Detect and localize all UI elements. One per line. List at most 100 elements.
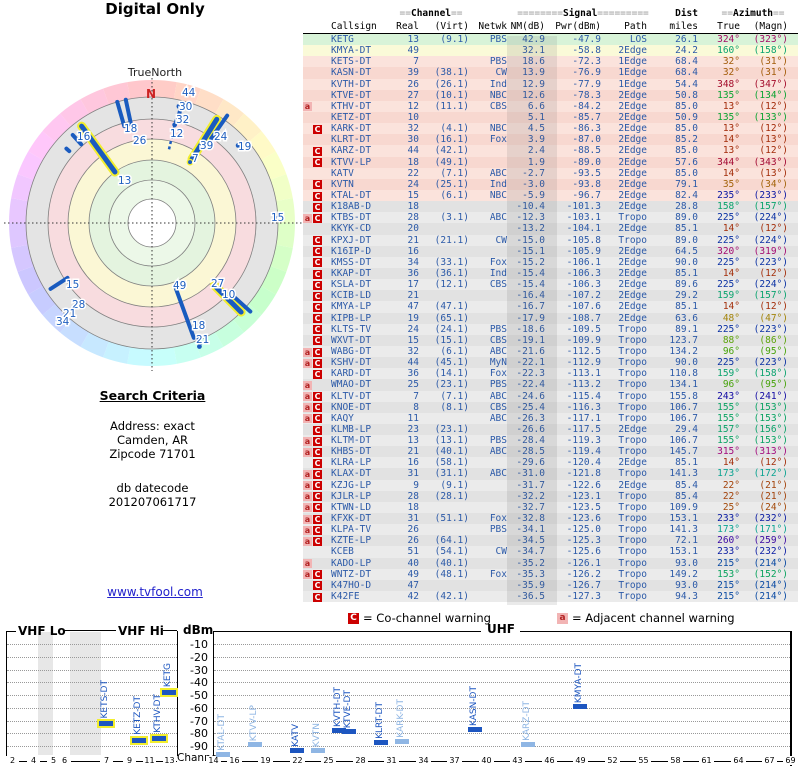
cell-path: 2Edge <box>618 279 647 291</box>
cell-virt: (6.1) <box>440 189 469 201</box>
cell-pwr: -123.1 <box>566 490 601 502</box>
cell-virt: (48.1) <box>434 568 469 580</box>
cell-pwr: -103.1 <box>566 212 601 224</box>
cell-cs: KLTM-DT <box>331 435 372 447</box>
tvfool-link[interactable]: www.tvfool.com <box>107 585 203 599</box>
cell-g: (12°) <box>759 223 788 235</box>
cell-mi: 89.6 <box>675 279 698 291</box>
signal-bar-KLRT-DT <box>374 740 388 745</box>
cell-path: 2Edge <box>618 256 647 268</box>
cell-nm: -5.9 <box>522 189 545 201</box>
cell-pwr: -93.5 <box>572 167 601 179</box>
radar-channel-label: 7 <box>192 153 199 165</box>
cell-virt: (54.1) <box>434 546 469 558</box>
cell-real: 51 <box>407 546 419 558</box>
table-row: C KARK-DT 32 (4.1) NBC 4.5 -86.3 2Edge 85.0 13° (1… <box>303 123 798 135</box>
cell-t: 155° <box>717 435 740 447</box>
cell-virt: (58.1) <box>434 457 469 469</box>
search-zipcode: Zipcode 71701 <box>109 447 196 461</box>
cell-path: Tropo <box>618 557 647 569</box>
table-row: C KLMB-LP 23 (23.1) -26.6 -117.5 2Edge 29.4 157°… <box>303 423 798 436</box>
cell-real: 18 <box>407 501 419 513</box>
cell-cs: KLPA-TV <box>331 524 372 536</box>
cell-net: MyN <box>489 357 507 369</box>
table-row: C K16IP-D 16 -15.1 -105.9 2Edge 64.5 320° (319°) <box>303 245 798 257</box>
cell-nm: -18.6 <box>516 323 545 335</box>
table-row: a C KLAX-DT 31 (31.1) ABC -31.0 -121.8 Tropo 141.… <box>303 468 798 480</box>
table-row: a C KLTV-DT 7 (7.1) ABC -24.6 -115.4 Tropo 155.8 2… <box>303 390 798 402</box>
vhf-channel-tick: 11 <box>143 756 156 765</box>
uhf-channel-tick: 64 <box>731 756 746 765</box>
cell-cs: KLTS-TV <box>331 323 372 335</box>
cell-pwr: -86.3 <box>572 123 601 135</box>
station-table: ==Channel== ========Signal========= Dist ==… <box>303 8 798 603</box>
cell-virt: (31.1) <box>434 468 469 480</box>
cell-real: 21 <box>407 446 419 458</box>
cell-real: 49 <box>407 568 419 580</box>
cell-real: 21 <box>407 290 419 302</box>
cell-virt: (42.1) <box>434 591 469 603</box>
cell-path: Tropo <box>618 379 647 391</box>
co-channel-warning-badge: C <box>313 213 322 223</box>
chart-border <box>520 631 791 632</box>
cell-t: 96° <box>722 379 740 391</box>
cell-t: 14° <box>722 134 740 146</box>
cell-net: CW <box>495 546 507 558</box>
cell-real: 27 <box>407 89 419 101</box>
cell-mi: 85.0 <box>675 123 698 135</box>
cell-mi: 110.8 <box>669 368 698 380</box>
cell-cs: K47HO-D <box>331 579 372 591</box>
gridline <box>214 644 790 645</box>
cell-pwr: -106.3 <box>566 279 601 291</box>
north-indicator: N <box>146 87 156 101</box>
radar-channel-label: 30 <box>179 101 192 113</box>
table-row: C KMSS-DT 34 (33.1) Fox -15.2 -106.1 2Edge 90.0 2… <box>303 256 798 268</box>
table-row: a C KTBS-DT 28 (3.1) ABC -12.3 -103.1 Tropo 89.0 2… <box>303 212 798 224</box>
cell-nm: 18.6 <box>522 56 545 68</box>
cell-mi: 64.5 <box>675 245 698 257</box>
dbm-tick-label: -90 <box>190 740 208 753</box>
table-row: KLRT-DT 30 (16.1) Fox 3.9 -87.0 2Edge 85.2 14° (1… <box>303 134 798 146</box>
vhf-channel-tick: 6 <box>58 756 71 765</box>
cell-path: 2Edge <box>618 267 647 279</box>
radar-channel-label: 15 <box>271 212 284 224</box>
cell-nm: -22.3 <box>516 368 545 380</box>
table-row: KTVE-DT 27 (10.1) NBC 12.6 -78.3 2Edge 50.8 135°… <box>303 89 798 101</box>
cell-g: (12°) <box>759 457 788 469</box>
cell-path: 2Edge <box>618 134 647 146</box>
radar-channel-label: 39 <box>200 140 213 152</box>
cell-nm: -34.1 <box>516 524 545 536</box>
cell-path: LOS <box>629 34 647 45</box>
co-channel-warning-badge: C <box>313 146 322 156</box>
cell-path: Tropo <box>618 513 647 525</box>
co-channel-warning-badge: C <box>313 447 322 457</box>
cell-real: 12 <box>407 100 419 112</box>
cell-mi: 24.2 <box>675 45 698 57</box>
cell-nm: -10.4 <box>516 201 545 213</box>
signal-bar-KARZ-DT <box>521 742 535 747</box>
table-row: a C KLPA-TV 26 PBS -34.1 -125.0 Tropo 141.3 173° (… <box>303 524 798 536</box>
cell-pwr: -113.2 <box>566 379 601 391</box>
cell-cs: WABG-DT <box>331 345 372 357</box>
cell-net: ABC <box>489 167 507 179</box>
cell-t: 153° <box>717 568 740 580</box>
cell-real: 10 <box>407 111 419 123</box>
cell-nm: -35.3 <box>516 568 545 580</box>
cell-path: Tropo <box>618 234 647 246</box>
cell-net: CW <box>495 67 507 79</box>
co-channel-warning-badge: C <box>313 347 322 357</box>
db-datecode-value: 201207061717 <box>108 495 197 509</box>
table-row: a KADO-LP 40 (40.1) -35.2 -126.1 Tropo 93.0 215°… <box>303 557 798 569</box>
cell-path: 2Edge <box>618 45 647 57</box>
cell-g: (157°) <box>753 290 788 302</box>
adjacent-warning-badge: a <box>303 414 312 424</box>
cell-t: 173° <box>717 524 740 536</box>
radar-channel-label: 32 <box>176 114 189 126</box>
gridline <box>214 657 790 658</box>
table-row: C KCIB-LD 21 -16.4 -107.2 2Edge 29.2 159° (157°) <box>303 290 798 302</box>
co-channel-warning-badge: C <box>313 280 322 290</box>
cell-virt: (47.1) <box>434 301 469 313</box>
radar-channel-label: 28 <box>72 299 85 311</box>
cell-cs: WNTZ-DT <box>331 568 372 580</box>
cell-nm: -34.5 <box>516 535 545 547</box>
